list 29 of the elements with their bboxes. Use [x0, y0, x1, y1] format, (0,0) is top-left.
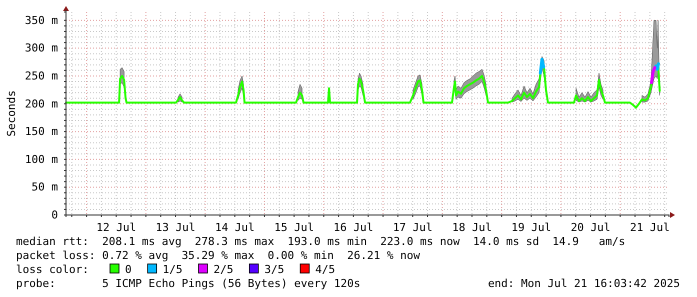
text: probe: 5 ICMP Echo Pings (56 Bytes) every 120s — [16, 277, 360, 290]
x-tick-label: 18 Jul — [452, 220, 492, 234]
legend-label: 0 — [125, 263, 132, 276]
legend-label: 3/5 — [264, 263, 284, 276]
x-tick-label: 14 Jul — [214, 220, 255, 234]
legend-label: 4/5 — [315, 263, 336, 276]
y-tick-label: 350 m — [24, 14, 58, 27]
text: packet loss: 0.72 % avg 35.29 % max 0.00 % min 26.21 % now — [16, 249, 420, 262]
x-tick-label: 19 Jul — [511, 220, 552, 234]
y-tick-label: 50 m — [32, 180, 58, 194]
legend-label: 1/5 — [162, 263, 182, 276]
x-tick-label: 15 Jul — [274, 220, 314, 234]
x-tick-label: 16 Jul — [334, 220, 374, 234]
y-tick-label: 300 m — [24, 42, 58, 55]
x-tick-label: 12 Jul — [96, 220, 136, 234]
y-tick-label: 200 m — [24, 97, 58, 110]
y-tick-label: 250 m — [24, 69, 58, 82]
y-tick-label: 150 m — [24, 125, 58, 138]
legend-label: 2/5 — [214, 263, 234, 276]
y-tick-label: 100 m — [24, 152, 58, 166]
x-tick-label: 20 Jul — [570, 220, 610, 234]
y-tick-label: 0 — [51, 208, 58, 222]
text: median rtt: 208.1 ms avg 278.3 ms max 193.0 ms min 223.0 ms now 14.0 ms sd 14.9 am/s — [16, 235, 626, 248]
y-axis-title: Seconds — [5, 90, 18, 137]
x-tick-label: 13 Jul — [156, 220, 196, 234]
x-tick-label: 17 Jul — [392, 220, 433, 234]
x-tick-label: 21 Jul — [630, 220, 670, 234]
legend-title: loss color: — [16, 263, 89, 276]
text: end: Mon Jul 21 16:03:42 2025 — [488, 277, 680, 290]
